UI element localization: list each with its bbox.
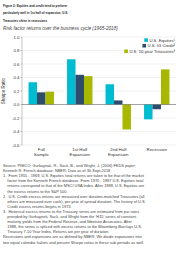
title: Figure 2: Equities and credit tend to pe… — [3, 4, 68, 23]
legend-swatch — [124, 50, 128, 54]
x-axis: FullSample 1st HalfExpansion 2nd HalfExpan… — [34, 147, 168, 157]
bar — [153, 105, 161, 110]
subtitle: Risk factor returns over the business cy… — [3, 26, 118, 31]
bar — [67, 59, 75, 104]
legend-label: U.S. 10-year Treasuries³ — [129, 49, 175, 54]
chart: Figure 2: Equities and credit tend to pe… — [0, 0, 180, 279]
x-tick-label-line: Sample — [34, 152, 49, 157]
y-tick-label: 0.8 — [14, 48, 21, 53]
x-tick-label: FullSample — [34, 147, 49, 157]
legend-label: U.S. Equities¹ — [149, 38, 175, 43]
x-tick-label-line: Recession — [147, 147, 168, 152]
grid-line — [22, 131, 176, 132]
legend: U.S. Equities¹U.S. IG Credit²U.S. 10-yea… — [124, 38, 175, 54]
y-axis: -0.6 -0.4 -0.2 0.0 0.2 0.4 0.6 0.8 1.0 — [12, 35, 176, 148]
grid-line — [22, 145, 176, 146]
bar — [122, 105, 130, 130]
legend-label: U.S. IG Credit² — [148, 43, 176, 48]
x-tick-label-line: Expansion — [108, 152, 129, 157]
bar — [76, 75, 84, 105]
y-tick-label: -0.4 — [12, 129, 20, 134]
x-tick-label: 1st HalfExpansion — [69, 147, 90, 157]
zero-line — [22, 104, 176, 105]
title-line: particularly well in 1st half of expansi… — [3, 11, 68, 15]
legend-swatch — [142, 44, 146, 48]
bar — [144, 105, 152, 120]
bars — [29, 59, 170, 129]
bar — [45, 92, 53, 105]
y-tick-label: 0.6 — [14, 62, 21, 67]
bar — [161, 69, 169, 104]
x-tick-label: Recession — [147, 147, 168, 152]
y-tick-label: 0.0 — [14, 102, 21, 107]
legend-swatch — [144, 38, 148, 42]
grid-line — [22, 91, 176, 92]
title-line: Figure 2: Equities and credit tend to pe… — [3, 4, 67, 8]
bar — [29, 82, 37, 104]
bar — [37, 92, 45, 104]
y-tick-label: 0.4 — [14, 75, 21, 80]
x-tick-label-line: Expansion — [69, 152, 90, 157]
y-tick-label: -0.2 — [12, 116, 20, 121]
grid-line — [22, 118, 176, 119]
footnote: Source: PIMCO; Gurkaynak, R., Sack, B., … — [3, 163, 146, 245]
y-tick-label: 1.0 — [14, 35, 21, 40]
y-axis-line — [22, 37, 23, 145]
y-tick-label: -0.6 — [12, 143, 20, 148]
footnote-line: two equal calendar halves and present Sh… — [3, 240, 144, 245]
bar — [114, 100, 122, 104]
bar — [84, 76, 92, 104]
x-tick-label: 2nd HalfExpansion — [108, 147, 129, 157]
grid-line — [22, 77, 176, 78]
title-line: Treasuries shine in recessions — [3, 19, 47, 23]
y-axis-label: Sharpe Ratio — [1, 77, 6, 104]
y-tick-label: 0.2 — [14, 89, 21, 94]
bar — [106, 84, 114, 104]
grid-line — [22, 64, 176, 65]
